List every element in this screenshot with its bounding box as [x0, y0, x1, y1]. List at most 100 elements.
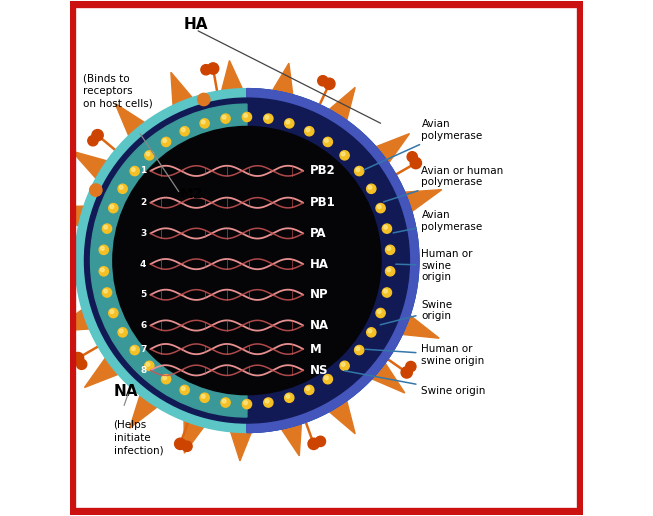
Circle shape: [118, 184, 127, 194]
Text: 3: 3: [140, 229, 146, 238]
Circle shape: [201, 120, 205, 124]
Circle shape: [222, 116, 226, 119]
Polygon shape: [52, 310, 89, 331]
Text: Avian
polymerase: Avian polymerase: [393, 210, 483, 233]
Circle shape: [118, 328, 127, 337]
Circle shape: [366, 328, 376, 337]
Circle shape: [385, 267, 394, 276]
Text: PB2: PB2: [310, 165, 335, 178]
Text: HA: HA: [310, 257, 328, 270]
Polygon shape: [129, 396, 157, 428]
Circle shape: [306, 386, 310, 391]
Circle shape: [407, 152, 417, 162]
Circle shape: [323, 137, 332, 147]
Circle shape: [201, 64, 211, 75]
Circle shape: [355, 345, 364, 354]
Circle shape: [145, 151, 154, 160]
Circle shape: [131, 168, 135, 171]
Circle shape: [201, 395, 205, 398]
Circle shape: [304, 385, 314, 395]
Circle shape: [163, 376, 167, 380]
Circle shape: [198, 93, 210, 106]
Text: HA: HA: [183, 17, 208, 32]
Circle shape: [264, 398, 273, 407]
Circle shape: [130, 167, 139, 175]
Polygon shape: [222, 60, 242, 90]
Circle shape: [108, 309, 118, 318]
Circle shape: [75, 89, 419, 432]
Circle shape: [103, 224, 112, 233]
Circle shape: [221, 398, 230, 407]
Circle shape: [208, 63, 219, 74]
Circle shape: [146, 152, 150, 156]
Circle shape: [265, 116, 269, 119]
Text: NA: NA: [114, 384, 138, 399]
Circle shape: [406, 361, 416, 372]
Circle shape: [174, 438, 186, 449]
Circle shape: [99, 267, 108, 276]
Polygon shape: [115, 103, 144, 136]
Circle shape: [146, 363, 150, 366]
Text: 7: 7: [140, 345, 146, 353]
Circle shape: [382, 224, 392, 233]
Circle shape: [182, 441, 192, 452]
Polygon shape: [231, 432, 251, 461]
Text: NS: NS: [310, 364, 328, 377]
Circle shape: [387, 247, 390, 250]
Text: Human or
swine origin: Human or swine origin: [365, 344, 485, 366]
Circle shape: [104, 225, 108, 229]
Polygon shape: [281, 424, 302, 456]
Circle shape: [119, 329, 123, 333]
Polygon shape: [171, 72, 192, 105]
Text: PA: PA: [310, 227, 326, 240]
Circle shape: [99, 245, 108, 254]
Circle shape: [323, 375, 332, 384]
Circle shape: [308, 438, 319, 449]
Wedge shape: [247, 89, 419, 432]
Polygon shape: [329, 87, 355, 120]
Text: Swine origin: Swine origin: [345, 371, 486, 396]
Circle shape: [355, 167, 364, 175]
Circle shape: [101, 247, 104, 250]
Circle shape: [130, 345, 139, 354]
Polygon shape: [405, 190, 442, 212]
Text: M: M: [310, 343, 321, 356]
Polygon shape: [376, 134, 409, 163]
Circle shape: [366, 184, 376, 194]
Circle shape: [161, 137, 170, 147]
Text: (Helps
initiate
infection): (Helps initiate infection): [114, 420, 163, 455]
Text: 6: 6: [140, 321, 146, 330]
Text: 1: 1: [140, 166, 146, 175]
Circle shape: [382, 288, 392, 297]
Polygon shape: [372, 363, 405, 393]
Circle shape: [110, 310, 114, 314]
Circle shape: [325, 376, 328, 380]
Circle shape: [304, 126, 314, 136]
Circle shape: [104, 289, 108, 293]
Text: 8: 8: [140, 366, 146, 375]
Circle shape: [242, 399, 251, 409]
Circle shape: [131, 347, 135, 350]
Polygon shape: [39, 256, 76, 277]
Text: Avian or human
polymerase: Avian or human polymerase: [383, 166, 503, 202]
Text: Swine
origin: Swine origin: [380, 300, 453, 325]
Text: 5: 5: [140, 291, 146, 299]
Text: Human or
swine
origin: Human or swine origin: [396, 249, 473, 282]
Circle shape: [342, 152, 345, 156]
Wedge shape: [91, 104, 247, 417]
Circle shape: [182, 386, 185, 391]
Circle shape: [325, 139, 328, 142]
Circle shape: [180, 385, 189, 395]
Circle shape: [88, 136, 98, 146]
Circle shape: [161, 375, 170, 384]
Circle shape: [286, 120, 290, 124]
Circle shape: [244, 114, 247, 118]
Circle shape: [285, 119, 294, 128]
Circle shape: [340, 151, 349, 160]
Circle shape: [264, 114, 273, 123]
Polygon shape: [184, 421, 204, 453]
Circle shape: [377, 310, 381, 314]
Circle shape: [103, 288, 112, 297]
Circle shape: [180, 126, 189, 136]
Circle shape: [342, 363, 345, 366]
